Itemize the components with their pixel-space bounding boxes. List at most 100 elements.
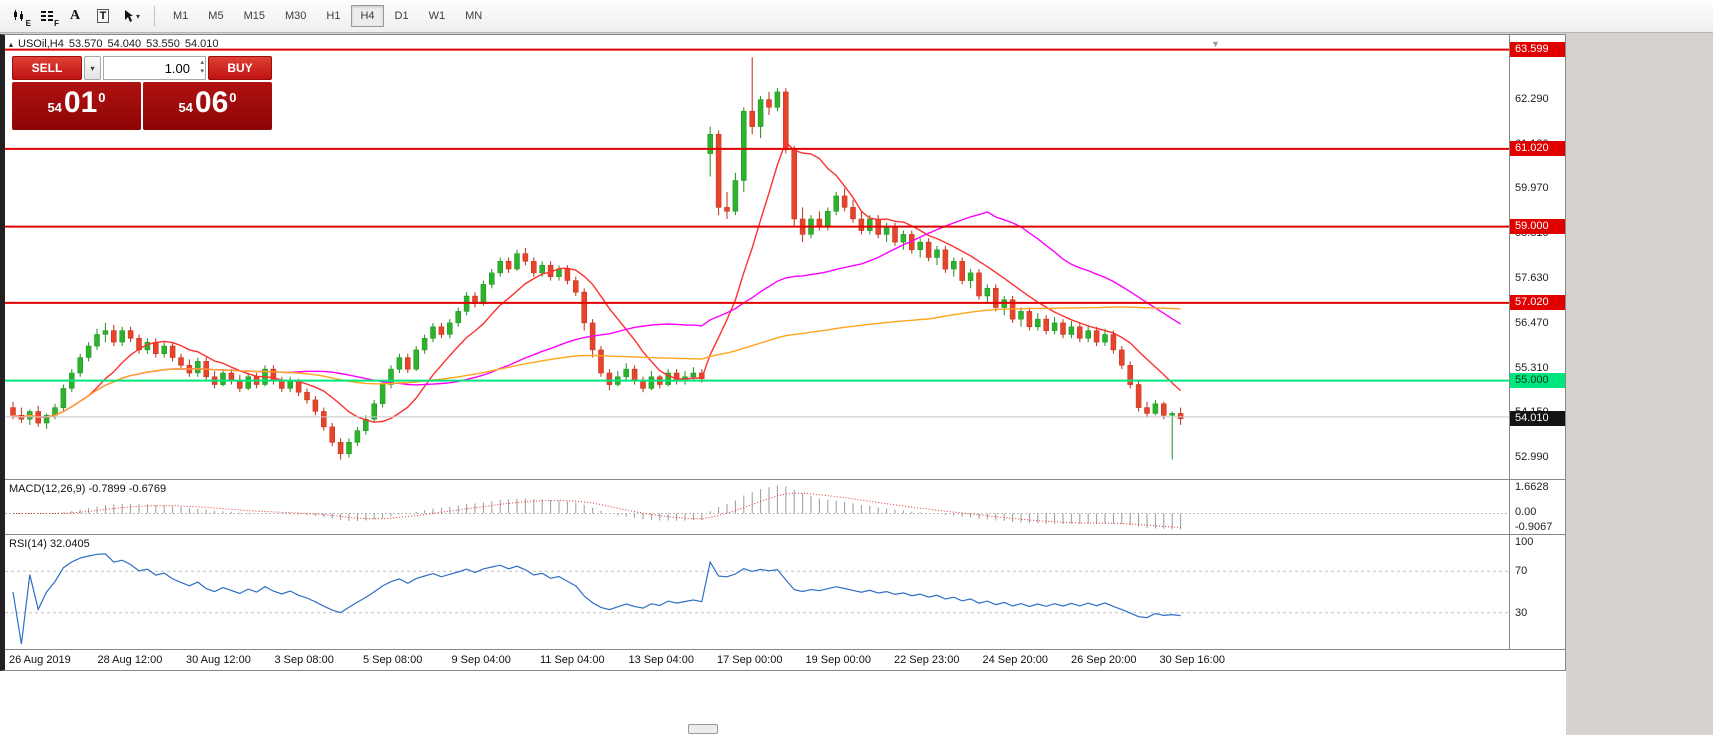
- timeframe-m5[interactable]: M5: [199, 5, 232, 27]
- font-tool-label: A: [69, 8, 81, 23]
- low-value: 53.550: [146, 38, 180, 50]
- toolbar: E F A T ▾ M1 M5 M15 M30 H1 H4 D1 W1 MN: [0, 0, 1713, 33]
- timeframe-d1[interactable]: D1: [386, 5, 418, 27]
- font-tool-icon[interactable]: A: [62, 4, 88, 28]
- time-axis-label: 19 Sep 00:00: [805, 654, 871, 666]
- horizontal-scrollbar-thumb[interactable]: [688, 724, 718, 734]
- tool-sub-label: F: [54, 19, 59, 28]
- bar-grid-tool-icon[interactable]: F: [34, 4, 60, 28]
- price-line-badge: 59.000: [1510, 219, 1565, 234]
- text-tool-label: T: [96, 9, 110, 23]
- open-value: 53.570: [68, 38, 103, 50]
- chart-shift-marker[interactable]: ▼: [1211, 39, 1220, 49]
- timeframe-h1[interactable]: H1: [317, 5, 349, 27]
- rsi-axis-label: 100: [1515, 536, 1534, 548]
- timeframe-buttons: M1 M5 M15 M30 H1 H4 D1 W1 MN: [163, 5, 492, 27]
- bid-price-tile[interactable]: 54 01 0: [12, 82, 141, 130]
- price-line-badge: 55.000: [1510, 373, 1565, 388]
- cursor-tool-icon[interactable]: ▾: [118, 4, 144, 28]
- timeframe-mn[interactable]: MN: [456, 5, 491, 27]
- time-axis-label: 26 Sep 20:00: [1071, 654, 1137, 666]
- rsi-label: RSI(14) 32.0405: [9, 538, 90, 550]
- price-chart-panel[interactable]: ▴ USOil,H4 53.570 54.040 53.550 54.010 S…: [5, 35, 1565, 479]
- symbol-icon: ▴: [9, 39, 14, 49]
- time-axis-label: 26 Aug 2019: [9, 654, 71, 666]
- bottom-strip: [0, 671, 1566, 735]
- macd-panel[interactable]: MACD(12,26,9) -0.7899 -0.6769 1.6628 0.0…: [5, 479, 1565, 534]
- trade-controls-row: SELL ▾ ▴ ▾ BUY: [12, 56, 272, 80]
- grid-glyph: [40, 10, 53, 21]
- bid-pipette: 0: [98, 90, 106, 105]
- trade-prices-row: 54 01 0 54 06 0: [12, 82, 272, 130]
- sell-button[interactable]: SELL: [12, 56, 82, 80]
- ask-whole: 54: [178, 100, 193, 115]
- price-axis-tick: 56.470: [1515, 317, 1549, 329]
- time-axis-label: 11 Sep 04:00: [540, 654, 605, 666]
- text-tool-icon[interactable]: T: [90, 4, 116, 28]
- candles-glyph: [13, 9, 23, 21]
- ask-price-tile[interactable]: 54 06 0: [143, 82, 272, 130]
- rsi-axis-label: 70: [1515, 565, 1528, 577]
- price-axis-tick: 57.630: [1515, 272, 1549, 284]
- price-axis-tick: 52.990: [1515, 451, 1549, 463]
- timeframe-m15[interactable]: M15: [235, 5, 274, 27]
- time-axis-label: 30 Aug 12:00: [186, 654, 251, 666]
- ask-pips: 06: [194, 86, 229, 119]
- high-value: 54.040: [107, 38, 142, 50]
- caret-down-icon: ▾: [135, 11, 140, 21]
- price-line-badge: 57.020: [1510, 295, 1565, 310]
- price-line-badge: 61.020: [1510, 141, 1565, 156]
- symbol-ohlc-line: ▴ USOil,H4 53.570 54.040 53.550 54.010: [9, 38, 218, 50]
- price-axis-tick: 55.310: [1515, 362, 1549, 374]
- volume-dropdown-button[interactable]: ▾: [84, 56, 101, 80]
- time-axis-label: 9 Sep 04:00: [451, 654, 511, 666]
- price-line-badge: 63.599: [1510, 42, 1565, 57]
- spinner-down-icon[interactable]: ▾: [200, 68, 204, 75]
- macd-label: MACD(12,26,9) -0.7899 -0.6769: [9, 483, 167, 495]
- close-value: 54.010: [184, 38, 219, 50]
- workspace-background: [1566, 34, 1713, 735]
- timeframe-m1[interactable]: M1: [164, 5, 197, 27]
- volume-spinner[interactable]: ▴ ▾: [200, 58, 204, 76]
- rsi-axis: 100 70 30: [1509, 535, 1565, 649]
- timeframe-h4[interactable]: H4: [351, 5, 384, 27]
- timeframe-w1[interactable]: W1: [420, 5, 455, 27]
- volume-input[interactable]: [103, 56, 206, 80]
- time-axis-label: 30 Sep 16:00: [1159, 654, 1225, 666]
- time-axis-label: 17 Sep 00:00: [717, 654, 783, 666]
- rsi-plot: [5, 553, 1509, 645]
- ask-pipette: 0: [229, 90, 237, 105]
- macd-axis-min: -0.9067: [1515, 521, 1553, 533]
- volume-field-wrap: ▴ ▾: [103, 56, 206, 80]
- candlestick-chart: [5, 48, 1509, 460]
- cursor-glyph: [124, 10, 133, 22]
- price-axis-tick: 59.970: [1515, 182, 1549, 194]
- time-axis-label: 24 Sep 20:00: [982, 654, 1048, 666]
- time-axis-label: 28 Aug 12:00: [97, 654, 163, 666]
- time-axis-label: 5 Sep 08:00: [363, 654, 423, 666]
- tool-sub-label: E: [25, 19, 31, 28]
- price-axis: 63.45062.29061.13059.97058.81057.63056.4…: [1509, 35, 1565, 479]
- symbol-label: USOil,H4: [18, 38, 64, 50]
- time-axis-label: 3 Sep 08:00: [274, 654, 334, 666]
- timeframe-m30[interactable]: M30: [276, 5, 315, 27]
- macd-plot: [5, 485, 1509, 530]
- macd-axis-zero: 0.00: [1515, 506, 1537, 518]
- rsi-axis-label: 30: [1515, 607, 1528, 619]
- time-axis: 26 Aug 2019 28 Aug 12:00 30 Aug 12:00 3 Sep…: [5, 649, 1565, 670]
- time-axis-label: 22 Sep 23:00: [894, 654, 960, 666]
- bid-whole: 54: [47, 100, 62, 115]
- rsi-panel[interactable]: RSI(14) 32.0405 100 70 30: [5, 534, 1565, 649]
- macd-axis-max: 1.6628: [1515, 481, 1549, 493]
- candle-chart-tool-icon[interactable]: E: [6, 4, 32, 28]
- toolbar-separator: [154, 6, 155, 26]
- time-axis-label: 13 Sep 04:00: [628, 654, 694, 666]
- price-axis-tick: 62.290: [1515, 93, 1549, 105]
- spinner-up-icon[interactable]: ▴: [200, 59, 204, 66]
- buy-button[interactable]: BUY: [208, 56, 272, 80]
- chart-window: ▴ USOil,H4 53.570 54.040 53.550 54.010 S…: [0, 34, 1566, 671]
- bid-pips: 01: [63, 86, 98, 119]
- bid-price-badge: 54.010: [1510, 411, 1565, 426]
